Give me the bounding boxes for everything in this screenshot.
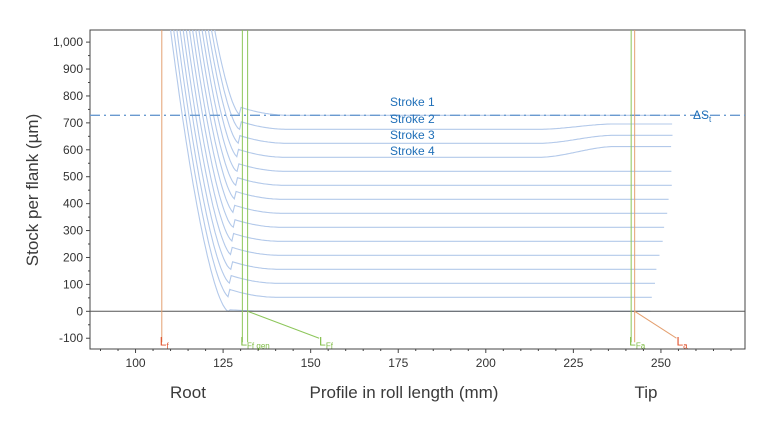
marker-leader — [247, 310, 320, 339]
stroke-4-label: Stroke 4 — [390, 144, 435, 158]
x-tick-label: 125 — [213, 356, 233, 370]
y-tick-label: 200 — [63, 250, 83, 264]
stock-curve — [198, 29, 672, 187]
marker-leader — [634, 310, 677, 339]
marker-lines: Lf LFf gen LFf LFa La — [160, 30, 688, 350]
x-tick-label: 175 — [388, 356, 408, 370]
y-tick-label: 900 — [63, 62, 83, 76]
x-axis-title: Profile in roll length (mm) — [310, 383, 499, 402]
y-tick-label: 400 — [63, 197, 83, 211]
x-tick-label: 100 — [126, 356, 146, 370]
axis-ticks: 1,000 900 800 700 600 500 400 300 200 100 0 -100 100… — [53, 35, 732, 370]
stock-curve — [207, 29, 673, 145]
y-tick-label: 500 — [63, 170, 83, 184]
stock-curves — [90, 29, 745, 312]
stroke-2-label: Stroke 2 — [390, 112, 435, 126]
stock-curve — [176, 29, 655, 285]
stock-curve — [210, 29, 673, 131]
x-tick-label: 225 — [563, 356, 583, 370]
marker-label: Lf — [160, 334, 170, 350]
marker-label: La — [676, 334, 688, 350]
tip-label: Tip — [635, 383, 658, 402]
y-tick-label: 0 — [76, 304, 83, 318]
y-tick-label: 800 — [63, 89, 83, 103]
y-tick-label: 100 — [63, 277, 83, 291]
stock-curve — [201, 29, 672, 173]
y-tick-label: 1,000 — [53, 35, 83, 49]
delta-st-label: ΔSt — [693, 108, 712, 124]
x-tick-label: 200 — [476, 356, 496, 370]
y-tick-label: 300 — [63, 224, 83, 238]
stroke-3-label: Stroke 3 — [390, 128, 435, 142]
stock-curve — [173, 29, 652, 298]
plot-frame — [89, 29, 746, 350]
x-tick-label: 250 — [651, 356, 671, 370]
stock-curve — [195, 29, 669, 200]
stock-curve — [182, 29, 660, 256]
y-tick-label: -100 — [59, 331, 83, 345]
stock-curve — [179, 29, 657, 271]
stock-curve — [192, 29, 668, 214]
x-tick-label: 150 — [301, 356, 321, 370]
stock-curve — [204, 29, 672, 158]
stock-curve — [188, 29, 665, 229]
y-tick-label: 700 — [63, 116, 83, 130]
stroke-1-label: Stroke 1 — [390, 95, 435, 109]
marker-label: LFf — [319, 334, 334, 350]
root-label: Root — [170, 383, 206, 402]
marker-label: LFa — [629, 334, 646, 350]
stock-curve — [185, 29, 663, 243]
y-tick-label: 600 — [63, 143, 83, 157]
marker-label: LFf gen — [240, 334, 269, 350]
y-axis-title: Stock per flank (µm) — [23, 114, 42, 266]
